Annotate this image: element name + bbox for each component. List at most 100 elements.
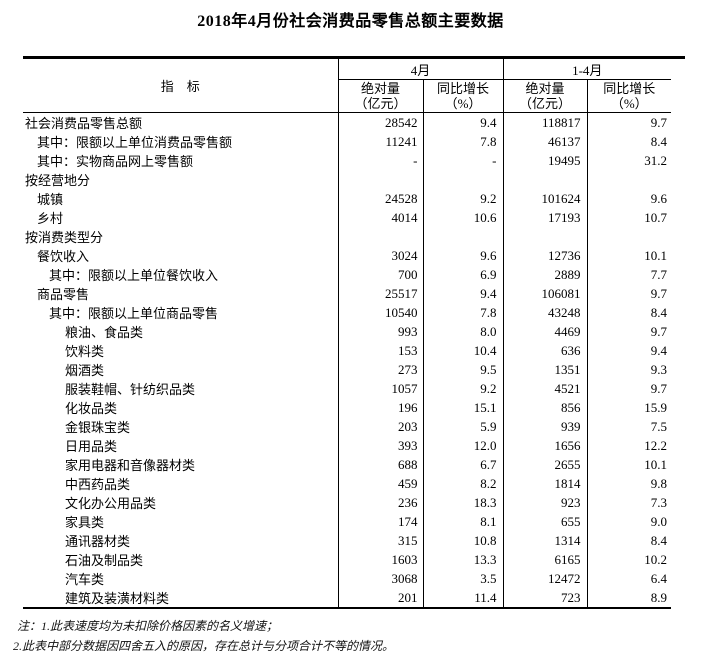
table-row: 中西药品类 459 8.2 1814 9.8 [23, 474, 685, 493]
row-label-cell: 建筑及装潢材料类 [23, 588, 339, 609]
april-absolute-cell: 273 [338, 360, 424, 379]
row-label-cell: 化妆品类 [23, 398, 339, 417]
jan-apr-absolute-cell: 1656 [503, 436, 588, 455]
row-label-cell: 按消费类型分 [23, 227, 339, 246]
jan-apr-absolute-cell: 2655 [503, 455, 588, 474]
april-absolute-cell: - [338, 151, 424, 170]
row-label-cell: 餐饮收入 [23, 246, 339, 265]
april-absolute-cell: 3024 [338, 246, 424, 265]
april-absolute-cell: 11241 [338, 132, 424, 151]
april-growth-cell: 8.2 [423, 474, 504, 493]
april-growth-cell: 9.4 [423, 284, 504, 303]
row-label-cell: 金银珠宝类 [23, 417, 339, 436]
row-spacer [671, 493, 685, 512]
april-growth-cell: 11.4 [423, 588, 504, 609]
april-growth-cell: 9.5 [423, 360, 504, 379]
april-growth-cell: 9.6 [423, 246, 504, 265]
header-sub-row: 绝对量 （亿元） 同比增长 （%） 绝对量 （亿元） 同比增长 （%） [23, 79, 685, 113]
row-spacer [671, 246, 685, 265]
jan-apr-growth-cell: 9.3 [650, 361, 667, 377]
jan-apr-growth-cell: 9.4 [650, 342, 667, 358]
jan-apr-growth-cell: 7.5 [650, 418, 667, 434]
jan-apr-absolute-cell: 2889 [503, 265, 588, 284]
april-growth-cell: 18.3 [423, 493, 504, 512]
jan-apr-growth-cell: 12.2 [644, 437, 667, 453]
april-growth-cell: 3.5 [423, 569, 504, 588]
table-row: 粮油、食品类 993 8.0 4469 9.7 [23, 322, 685, 341]
april-absolute-cell: 393 [338, 436, 424, 455]
jan-apr-absolute-cell: 43248 [503, 303, 588, 322]
april-growth-cell: 7.8 [423, 303, 504, 322]
april-absolute-cell: 315 [338, 531, 424, 550]
april-growth-cell: 12.0 [423, 436, 504, 455]
row-label-cell: 汽车类 [23, 569, 339, 588]
jan-apr-absolute-cell: 118817 [503, 112, 588, 132]
april-group-header: 4月 [338, 57, 504, 80]
jan-apr-growth-cell: 10.2 [644, 551, 667, 567]
jan-apr-growth-cell [587, 170, 671, 189]
jan-apr-growth-cell: 10.1 [644, 247, 667, 263]
april-growth-cell: 10.8 [423, 531, 504, 550]
jan-apr-absolute-cell: 19495 [503, 151, 588, 170]
table-row: 通讯器材类 315 10.8 1314 8.4 [23, 531, 685, 550]
row-spacer [671, 341, 685, 360]
jan-apr-growth-header: 同比增长 （%） [587, 79, 671, 113]
jan-apr-absolute-cell: 1351 [503, 360, 588, 379]
table-row: 其中：限额以上单位消费品零售额 11241 7.8 46137 8.4 [23, 132, 685, 151]
april-growth-cell: 9.2 [423, 379, 504, 398]
row-label-cell: 其中：实物商品网上零售额 [23, 151, 339, 170]
row-label-cell: 中西药品类 [23, 474, 339, 493]
row-label-cell: 社会消费品零售总额 [23, 112, 339, 132]
april-growth-cell [423, 170, 504, 189]
row-spacer [671, 170, 685, 189]
table-row: 其中：限额以上单位餐饮收入 700 6.9 2889 7.7 [23, 265, 685, 284]
row-spacer [671, 151, 685, 170]
row-label-cell: 通讯器材类 [23, 531, 339, 550]
jan-apr-absolute-cell: 17193 [503, 208, 588, 227]
row-spacer [671, 265, 685, 284]
table-row: 乡村 4014 10.6 17193 10.7 [23, 208, 685, 227]
april-absolute-cell [338, 227, 424, 246]
jan-apr-growth-cell [587, 227, 671, 246]
april-absolute-cell: 1057 [338, 379, 424, 398]
jan-apr-absolute-cell: 723 [503, 588, 588, 609]
table-row: 烟酒类 273 9.5 1351 9.3 [23, 360, 685, 379]
row-spacer [671, 455, 685, 474]
footnotes: 注：1.此表速度均为未扣除价格因素的名义增速； 2.此表中部分数据因四舍五入的原… [13, 616, 701, 656]
jan-apr-growth-cell: 8.4 [650, 133, 667, 149]
table-row: 商品零售 25517 9.4 106081 9.7 [23, 284, 685, 303]
april-growth-cell: 6.7 [423, 455, 504, 474]
april-growth-cell [423, 227, 504, 246]
april-growth-cell: 6.9 [423, 265, 504, 284]
jan-apr-absolute-cell: 12472 [503, 569, 588, 588]
jan-apr-growth-cell: 9.7 [650, 285, 667, 301]
april-absolute-cell: 203 [338, 417, 424, 436]
jan-apr-absolute-cell: 6165 [503, 550, 588, 569]
footnote-2: 2.此表中部分数据因四舍五入的原因，存在总计与分项合计不等的情况。 [13, 639, 395, 653]
table-row: 城镇 24528 9.2 101624 9.6 [23, 189, 685, 208]
table-row: 餐饮收入 3024 9.6 12736 10.1 [23, 246, 685, 265]
april-absolute-cell: 4014 [338, 208, 424, 227]
table-row: 家具类 174 8.1 655 9.0 [23, 512, 685, 531]
row-label-cell: 烟酒类 [23, 360, 339, 379]
april-growth-header: 同比增长 （%） [423, 79, 504, 113]
april-absolute-cell: 153 [338, 341, 424, 360]
row-label-cell: 文化办公用品类 [23, 493, 339, 512]
indicator-column-header: 指 标 [23, 57, 339, 113]
table-row: 文化办公用品类 236 18.3 923 7.3 [23, 493, 685, 512]
jan-apr-absolute-cell: 46137 [503, 132, 588, 151]
footnote-1: 注：1.此表速度均为未扣除价格因素的名义增速； [17, 619, 279, 633]
row-spacer [671, 436, 685, 455]
jan-apr-growth-cell: 10.1 [644, 456, 667, 472]
jan-apr-absolute-cell: 1814 [503, 474, 588, 493]
row-label-cell: 日用品类 [23, 436, 339, 455]
row-label-cell: 饮料类 [23, 341, 339, 360]
table-row: 饮料类 153 10.4 636 9.4 [23, 341, 685, 360]
row-spacer [671, 227, 685, 246]
table-row: 金银珠宝类 203 5.9 939 7.5 [23, 417, 685, 436]
row-label-cell: 其中：限额以上单位商品零售 [23, 303, 339, 322]
row-spacer [671, 588, 685, 608]
april-absolute-cell: 10540 [338, 303, 424, 322]
row-label-cell: 乡村 [23, 208, 339, 227]
